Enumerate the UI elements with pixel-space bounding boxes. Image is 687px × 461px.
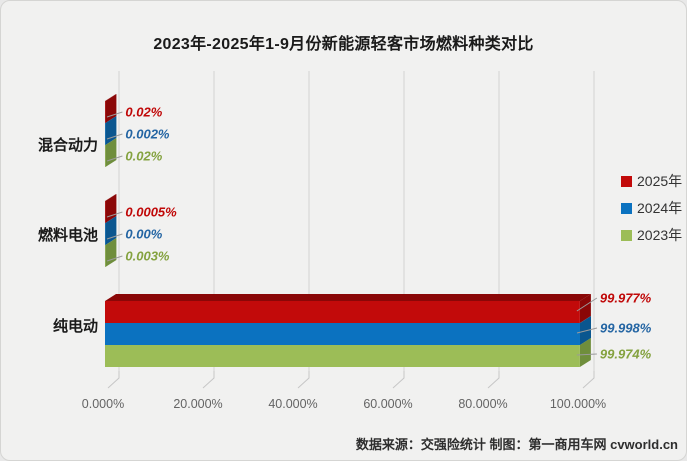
axis-tick: [202, 371, 215, 389]
bar-segment: [105, 323, 580, 345]
axis-tick: [107, 371, 120, 389]
legend-label-2023: 2023年: [637, 227, 683, 243]
legend-label-2024: 2024年: [637, 200, 683, 216]
data-labels: 0.02% 0.0005% 99.977% 0.002% 0.00% 99.998% 0.0…: [125, 105, 651, 362]
leader-lines: [106, 111, 598, 356]
leader-line: [576, 353, 597, 356]
x-tick-label: 60.000%: [363, 397, 412, 411]
leader-line: [576, 327, 598, 334]
axis-tick-labels: 0.000% 20.000% 40.000% 60.000% 80.000% 100.00…: [82, 397, 606, 411]
legend-swatch-2025: [621, 175, 632, 187]
x-tick-label: 20.000%: [173, 397, 222, 411]
leader-line: [106, 133, 123, 140]
axis-tick: [297, 371, 310, 389]
leader-line: [106, 233, 123, 240]
source-credit: 数据来源：交强险统计 制图：第一商用车网 cvworld.cn: [355, 437, 678, 452]
category-label-ev: 纯电动: [52, 318, 98, 335]
legend-item-2025: 2025年: [621, 173, 682, 189]
bar-end-cap: [579, 338, 591, 367]
bar-end-cap: [105, 94, 117, 123]
data-label: 99.977%: [600, 291, 652, 306]
data-label: 99.974%: [600, 347, 652, 362]
x-tick-label: 0.000%: [82, 397, 124, 411]
bar-segment: [105, 345, 580, 367]
legend: 2025年 2024年 2023年: [621, 173, 682, 254]
chart-title: 2023年-2025年1-9月份新能源轻客市场燃料种类对比: [153, 36, 534, 53]
bar-end-cap: [105, 138, 117, 167]
bar-top-face: [105, 294, 591, 301]
bar-segment: [105, 301, 580, 323]
x-tick-label: 40.000%: [268, 397, 317, 411]
axis-tick: [392, 371, 405, 389]
leader-line: [106, 255, 123, 262]
axis-tick: [487, 371, 500, 389]
legend-item-2023: 2023年: [621, 227, 682, 243]
leader-line: [106, 211, 123, 218]
leader-line: [106, 155, 123, 162]
data-label: 0.00%: [125, 227, 162, 242]
bar-top-face: [105, 194, 117, 201]
legend-swatch-2023: [621, 229, 632, 241]
category-label-fuelcell: 燃料电池: [37, 227, 98, 244]
leader-line: [576, 297, 598, 312]
axis-tick: [582, 371, 595, 389]
data-label: 99.998%: [600, 321, 652, 336]
bar-end-cap: [105, 116, 117, 145]
bar-end-cap: [105, 194, 117, 223]
legend-item-2024: 2024年: [621, 200, 682, 216]
legend-swatch-2024: [621, 202, 632, 214]
data-label: 0.02%: [125, 149, 162, 164]
data-label: 0.0005%: [125, 205, 177, 220]
data-label: 0.002%: [125, 127, 170, 142]
bar-end-cap: [105, 216, 117, 245]
legend-label-2025: 2025年: [637, 173, 683, 189]
bar-end-cap: [105, 238, 117, 267]
x-tick-label: 100.000%: [550, 397, 606, 411]
bar-top-face: [105, 94, 117, 101]
x-tick-label: 80.000%: [458, 397, 507, 411]
leader-line: [106, 111, 123, 118]
data-label: 0.003%: [125, 249, 170, 264]
bar-end-cap: [579, 294, 591, 323]
data-label: 0.02%: [125, 105, 162, 120]
category-label-hybrid: 混合动力: [37, 137, 98, 154]
bars: [105, 94, 591, 367]
